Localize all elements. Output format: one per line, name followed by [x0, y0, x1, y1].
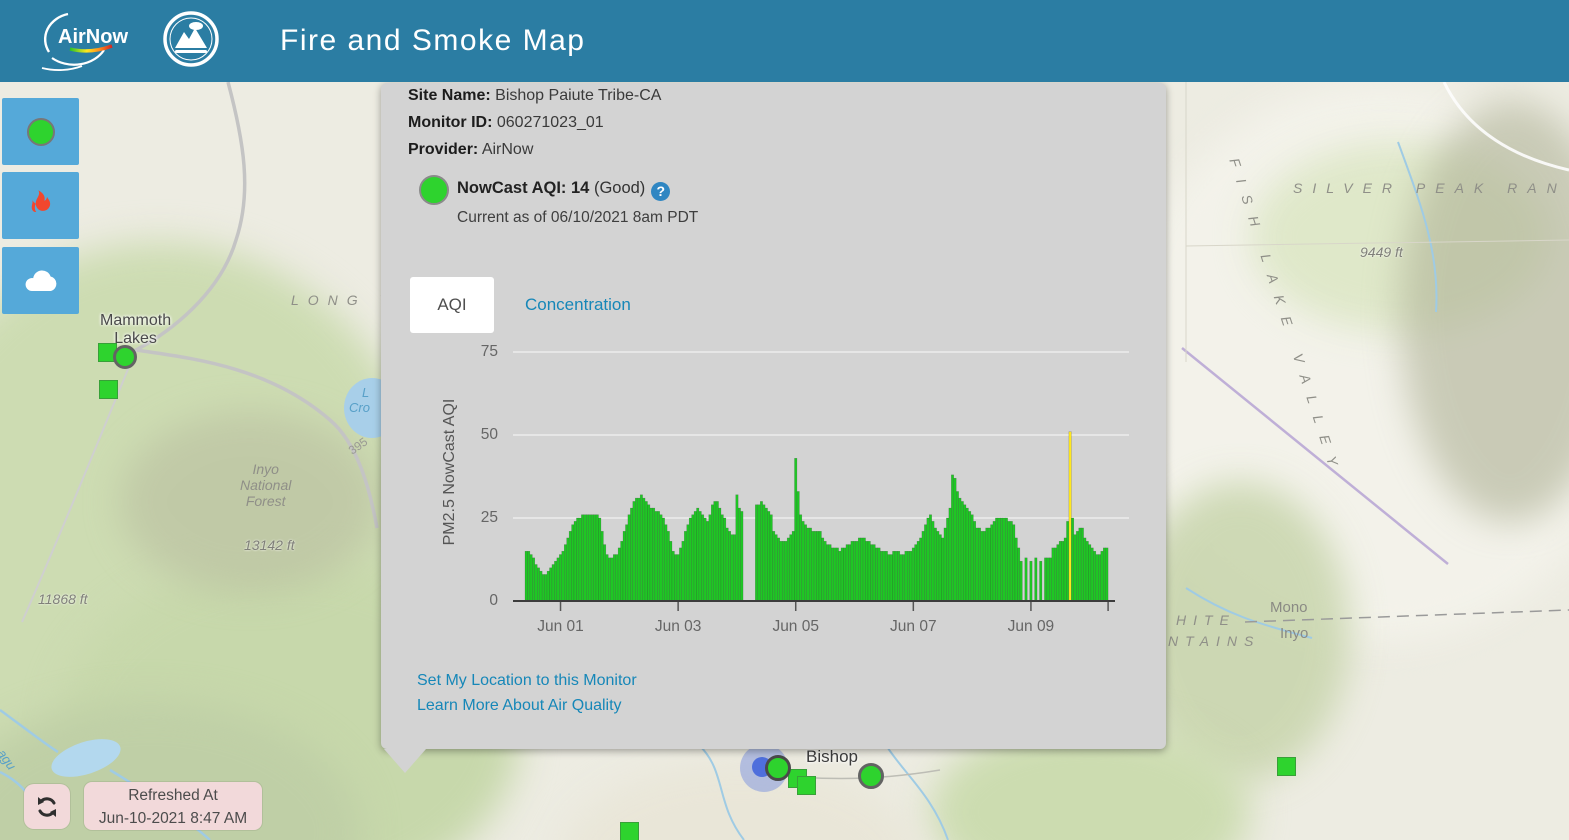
svg-text:Jun 01: Jun 01 [537, 618, 584, 635]
monitor-id-row: Monitor ID: 060271023_01 [408, 114, 604, 132]
learn-more-link[interactable]: Learn More About Air Quality [417, 697, 622, 714]
help-icon[interactable]: ? [651, 182, 671, 201]
highway-395 [130, 82, 379, 529]
badge-graphic [163, 10, 219, 67]
nowcast-aqi-line: NowCast AQI: 14 (Good)? [457, 179, 671, 201]
lake-southwest [51, 739, 121, 777]
popup-tail [384, 749, 426, 773]
refreshed-at-line1: Refreshed At [128, 787, 218, 804]
site-name-row: Site Name: Bishop Paiute Tribe-CA [408, 87, 661, 105]
ytick-25: 25 [480, 509, 498, 526]
current-as-of: Current as of 06/10/2021 8am PDT [457, 209, 699, 226]
wildfire-response-program-logo[interactable] [162, 10, 220, 73]
terrain-ridge-east [1400, 102, 1569, 522]
map-canvas[interactable]: Mammoth Lakes LONG V Inyo National Forest 1… [0, 82, 1569, 840]
aqi-category: (Good) [593, 179, 646, 197]
svg-text:Jun 03: Jun 03 [655, 618, 702, 635]
tab-aqi[interactable]: AQI [410, 277, 494, 333]
terrain-ridge-west [120, 412, 380, 592]
fire-icon [31, 189, 50, 212]
monitor-dot-icon [26, 117, 55, 146]
tab-concentration[interactable]: Concentration [525, 295, 631, 314]
provider-label: Provider: [408, 141, 479, 158]
monitor-square-marker[interactable] [797, 776, 816, 795]
cloud-icon [25, 269, 56, 291]
airnow-logo-graphic: AirNow [41, 12, 128, 71]
rivers-bishop [699, 141, 1438, 840]
provider-value: AirNow [481, 141, 534, 158]
refreshed-at-label: Refreshed At Jun-10-2021 8:47 AM [84, 782, 262, 830]
sidebar-smoke-button[interactable] [2, 247, 79, 314]
road-secondary-west [21, 349, 137, 623]
ytick-75: 75 [480, 343, 498, 360]
aqi-value: 14 [571, 179, 590, 197]
sidebar-fires-button[interactable] [2, 172, 79, 239]
terrain-green-southeast [1130, 482, 1350, 782]
set-location-link[interactable]: Set My Location to this Monitor [417, 672, 637, 689]
site-name-value: Bishop Paiute Tribe-CA [495, 87, 662, 104]
monitor-square-marker[interactable] [1277, 757, 1296, 776]
page-title: Fire and Smoke Map [280, 24, 586, 57]
svg-text:Jun 05: Jun 05 [772, 618, 819, 635]
monitor-square-marker[interactable] [620, 822, 639, 840]
refresh-icon [38, 796, 56, 817]
app-header: AirNow Fire and Smoke Map [0, 0, 1569, 82]
ytick-50: 50 [480, 426, 498, 443]
chart-y-axis-title: PM2.5 NowCast AQI [441, 398, 458, 546]
svg-text:AirNow: AirNow [58, 26, 128, 48]
monitor-popup: Site Name: Bishop Paiute Tribe-CA Monito… [381, 83, 1166, 749]
ytick-0: 0 [489, 592, 498, 609]
svg-text:Jun 09: Jun 09 [1008, 618, 1055, 635]
site-name-label: Site Name: [408, 87, 491, 104]
aqi-label: NowCast AQI: [457, 179, 567, 197]
aqi-chart-svg: Jun 01 Jun 03 Jun 05 Jun 07 Jun 09 [513, 351, 1129, 635]
airnow-logo[interactable]: AirNow [38, 6, 134, 76]
provider-row: Provider: AirNow [408, 141, 533, 159]
road-northeast [1442, 82, 1569, 172]
refreshed-at-line2: Jun-10-2021 8:47 AM [98, 810, 248, 827]
monitor-id-label: Monitor ID: [408, 114, 493, 131]
monitor-id-value: 060271023_01 [496, 114, 604, 131]
refresh-button[interactable] [24, 784, 70, 829]
selected-monitor-marker[interactable] [765, 755, 791, 781]
county-boundary-dashed [1244, 609, 1569, 623]
monitor-circle-marker[interactable] [858, 763, 884, 789]
monitor-circle-marker[interactable] [113, 345, 137, 369]
monitor-square-marker[interactable] [99, 380, 118, 399]
aqi-category-dot [419, 175, 449, 205]
survey-gridlines [1185, 82, 1569, 362]
svg-text:Jun 07: Jun 07 [890, 618, 937, 635]
sidebar-monitors-button[interactable] [2, 98, 79, 165]
boundary-purple-line [1181, 347, 1449, 565]
